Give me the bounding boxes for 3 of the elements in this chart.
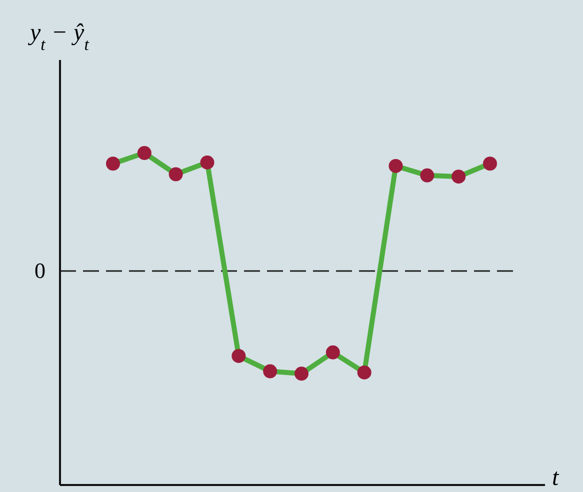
ref-line-label: 0	[34, 258, 46, 283]
x-axis-title: t	[552, 465, 560, 491]
y-axis-title: y$_{t}$ − ŷ$_{t}$	[28, 20, 90, 54]
